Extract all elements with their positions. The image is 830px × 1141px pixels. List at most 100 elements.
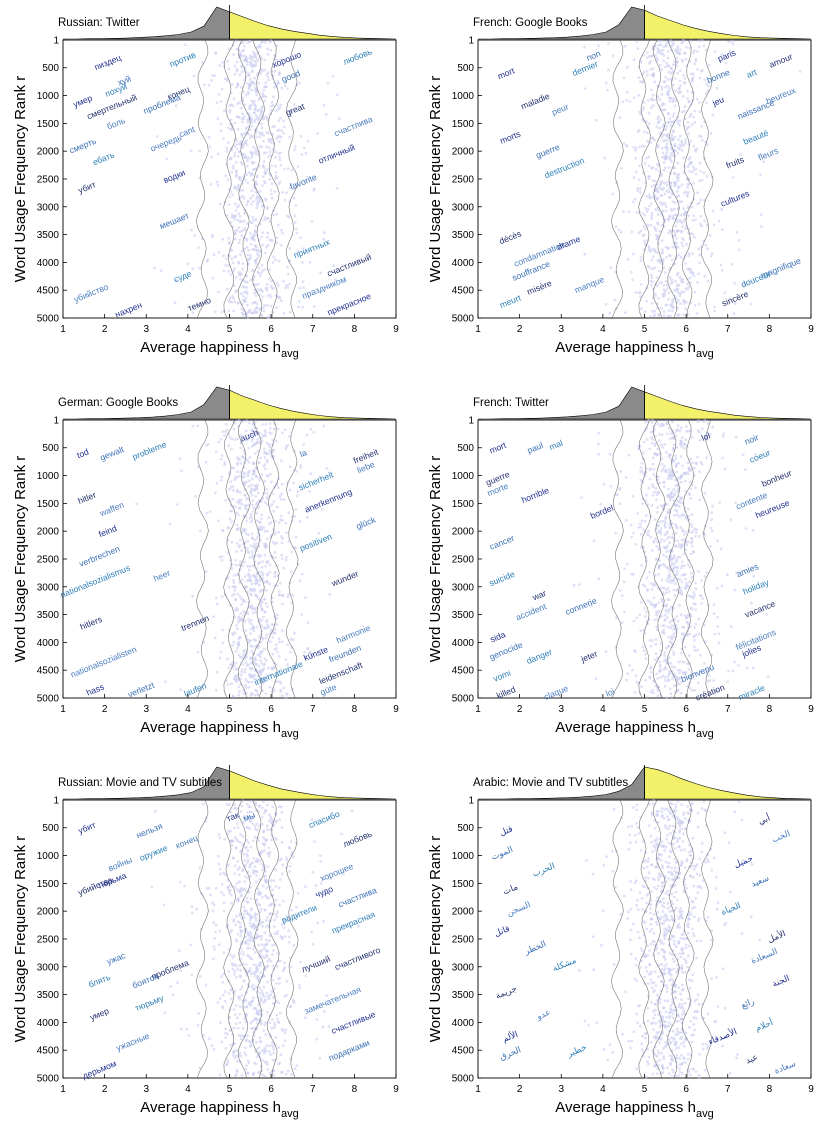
y-axis-label: Word Usage Frequency Rank r	[12, 456, 29, 662]
data-dot	[231, 856, 235, 860]
data-dot	[667, 309, 671, 312]
x-tick-label: 1	[475, 324, 481, 335]
data-dot	[697, 272, 701, 276]
data-dot	[645, 559, 648, 563]
data-dot	[664, 515, 668, 519]
data-dot	[223, 77, 227, 81]
data-dot	[235, 500, 239, 504]
data-dot	[665, 256, 668, 259]
data-dot	[197, 246, 200, 250]
data-dot	[265, 955, 268, 958]
data-dot	[174, 279, 178, 282]
data-dot	[680, 538, 684, 542]
data-dot	[258, 135, 262, 139]
data-dot	[272, 996, 275, 1000]
data-dot	[653, 452, 657, 456]
data-dot	[640, 908, 644, 911]
data-dot	[280, 811, 284, 814]
data-dot	[667, 166, 671, 170]
data-dot	[691, 165, 695, 169]
data-dot	[272, 1051, 276, 1055]
data-dot	[662, 139, 665, 143]
data-dot	[233, 64, 237, 68]
data-dot	[703, 78, 706, 82]
data-dot	[278, 495, 282, 498]
data-dot	[625, 144, 629, 148]
data-dot	[663, 685, 667, 688]
data-dot	[233, 872, 237, 875]
data-dot	[243, 58, 247, 61]
data-dot	[280, 937, 284, 941]
data-dot	[247, 533, 250, 537]
data-dot	[235, 887, 239, 891]
data-dot	[196, 1023, 200, 1027]
data-dot	[620, 621, 624, 625]
data-dot	[235, 47, 239, 51]
data-dot	[667, 427, 671, 430]
data-dot	[249, 78, 252, 81]
data-dot	[251, 503, 255, 507]
data-dot	[228, 891, 231, 895]
data-dot	[666, 120, 670, 124]
data-dot	[674, 560, 678, 563]
data-dot	[276, 910, 279, 914]
data-dot	[663, 654, 667, 658]
data-dot	[648, 477, 652, 481]
data-dot	[275, 663, 279, 666]
data-dot	[640, 461, 644, 465]
percentile-line	[195, 419, 209, 699]
data-dot	[226, 178, 230, 182]
data-dot	[663, 659, 666, 663]
data-dot	[698, 169, 702, 173]
x-tick-label: 5	[227, 324, 233, 335]
data-dot	[242, 44, 246, 48]
data-dot	[266, 304, 269, 307]
x-tick-label: 2	[102, 1084, 108, 1095]
data-dot	[174, 104, 178, 108]
data-dot	[279, 805, 283, 809]
data-dot	[229, 273, 233, 277]
data-dot	[283, 167, 287, 171]
data-dot	[239, 673, 243, 677]
data-dot	[663, 271, 667, 274]
data-dot	[255, 536, 259, 540]
data-dot	[240, 549, 243, 552]
y-tick-label: 4000	[452, 638, 475, 649]
data-dot	[230, 563, 234, 566]
data-dot	[287, 215, 291, 219]
data-dot	[680, 280, 684, 284]
data-dot	[263, 676, 266, 680]
data-dot	[248, 456, 252, 459]
data-dot	[263, 58, 267, 62]
data-dot	[654, 658, 657, 661]
data-dot	[257, 271, 260, 275]
data-dot	[277, 1046, 280, 1049]
data-dot	[301, 305, 304, 309]
data-dot	[240, 994, 244, 997]
data-dot	[278, 640, 281, 644]
data-dot	[233, 589, 237, 592]
data-dot	[618, 589, 622, 592]
data-dot	[665, 422, 669, 426]
data-dot	[265, 283, 269, 286]
data-dot	[643, 520, 647, 523]
data-dot	[279, 514, 283, 518]
data-dot	[661, 292, 665, 296]
data-dot	[688, 270, 692, 274]
data-dot	[258, 43, 262, 47]
data-dot	[658, 260, 662, 263]
data-dot	[653, 583, 657, 587]
data-dot	[665, 544, 669, 548]
data-dot	[232, 592, 236, 596]
data-dot	[293, 214, 297, 218]
data-dot	[270, 192, 273, 196]
data-dot	[697, 45, 701, 49]
data-dot	[303, 655, 307, 659]
data-dot	[654, 537, 657, 541]
data-dot	[280, 535, 283, 538]
data-dot	[238, 995, 241, 999]
data-dot	[232, 1008, 236, 1011]
data-dot	[216, 183, 220, 187]
data-dot	[278, 1011, 282, 1015]
data-dot	[256, 519, 259, 522]
